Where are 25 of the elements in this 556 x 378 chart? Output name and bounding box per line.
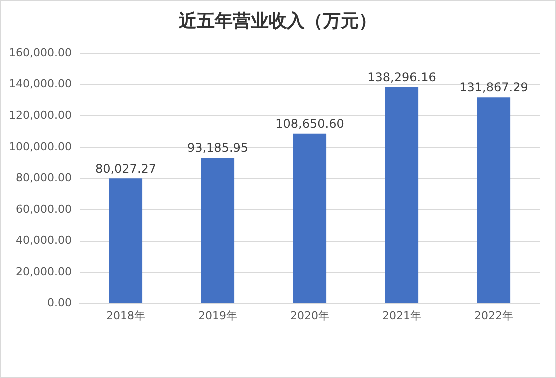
bar	[293, 134, 327, 304]
bar	[385, 88, 419, 304]
data-label: 138,296.16	[368, 70, 436, 85]
data-label: 131,867.29	[460, 80, 528, 95]
data-label: 93,185.95	[187, 141, 249, 156]
x-tick-label: 2019年	[198, 309, 238, 322]
data-label: 108,650.60	[276, 117, 344, 132]
y-tick-label: 20,000.00	[16, 265, 72, 278]
data-label: 80,027.27	[95, 162, 157, 176]
chart-title: 近五年营业收入（万元）	[178, 10, 378, 33]
y-tick-label: 40,000.00	[16, 234, 72, 248]
y-tick-label: 120,000.00	[8, 109, 72, 122]
bar	[477, 98, 511, 304]
bar	[201, 158, 235, 304]
bar	[109, 178, 143, 304]
x-tick-label: 2020年	[290, 309, 330, 322]
x-tick-label: 2022年	[474, 309, 514, 322]
x-tick-label: 2018年	[106, 309, 146, 322]
y-tick-label: 160,000.00	[8, 46, 72, 60]
y-tick-label: 60,000.00	[16, 202, 72, 216]
y-tick-label: 0.00	[47, 296, 72, 310]
y-tick-label: 140,000.00	[8, 78, 72, 91]
y-tick-label: 100,000.00	[8, 140, 72, 154]
y-tick-label: 80,000.00	[16, 172, 72, 185]
x-tick-label: 2021年	[382, 309, 422, 322]
